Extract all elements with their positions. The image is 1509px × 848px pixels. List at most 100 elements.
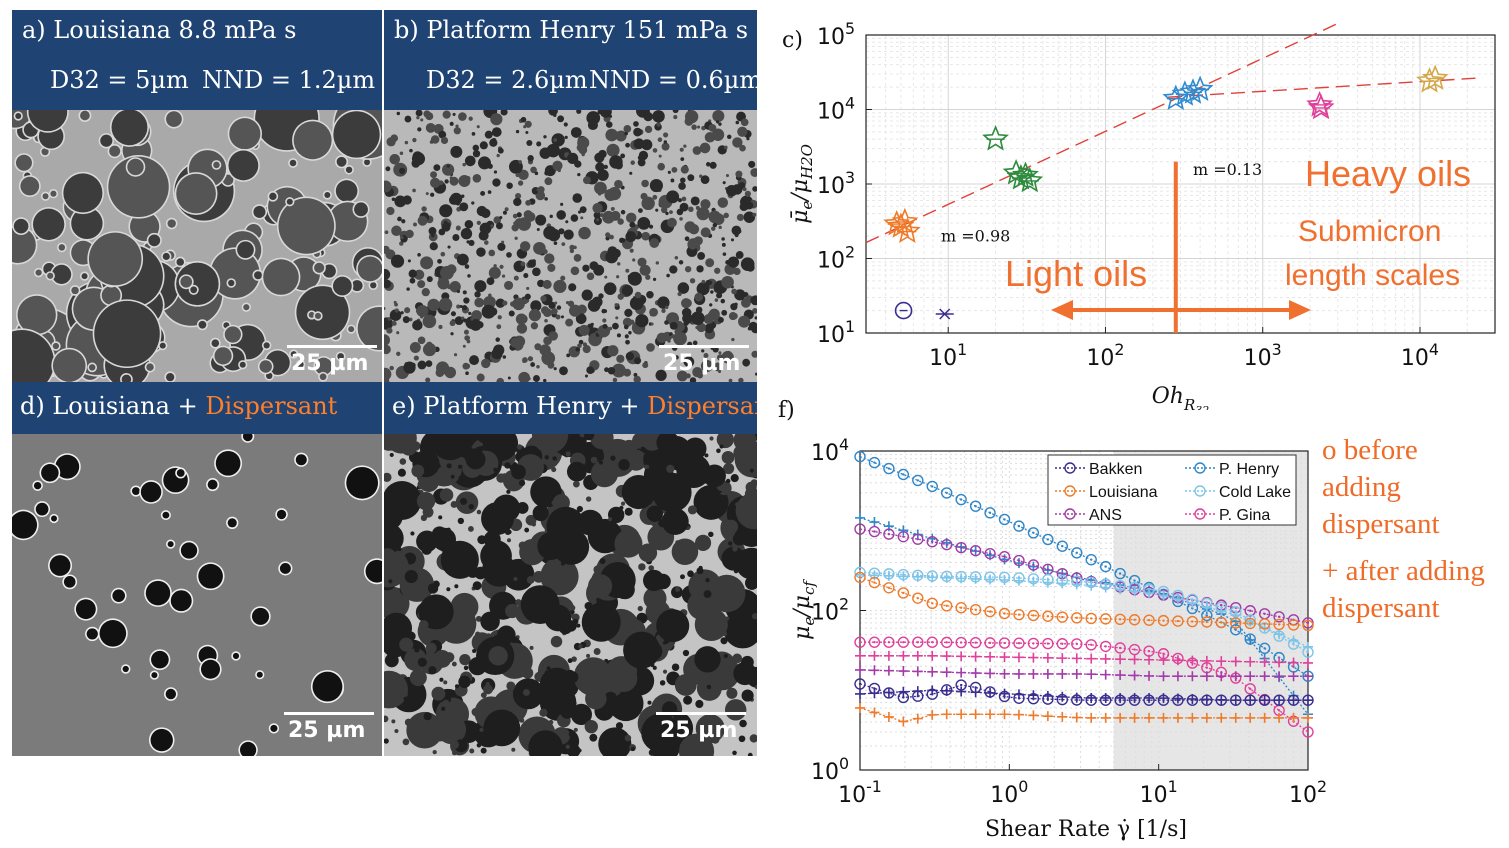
- droplet: [476, 742, 482, 748]
- droplet: [199, 658, 222, 681]
- series-louisiana-after: [855, 702, 1313, 727]
- droplet: [607, 366, 616, 375]
- svg-text:Louisiana: Louisiana: [1089, 484, 1158, 501]
- droplet: [313, 356, 334, 377]
- droplet: [415, 109, 423, 117]
- droplet: [536, 228, 540, 232]
- droplet: [739, 719, 747, 728]
- droplet: [508, 310, 515, 317]
- droplet: [481, 304, 496, 319]
- droplet: [735, 120, 740, 125]
- droplet: [465, 552, 473, 559]
- droplet: [511, 464, 526, 480]
- droplet: [512, 213, 518, 219]
- droplet: [48, 189, 59, 199]
- droplet: [614, 179, 623, 189]
- droplet: [680, 574, 685, 580]
- droplet: [569, 605, 576, 611]
- droplet: [288, 158, 298, 168]
- droplet: [523, 273, 529, 279]
- droplet: [704, 132, 716, 143]
- panel-d-dispersant: Dispersant: [205, 392, 338, 420]
- droplet: [520, 585, 560, 625]
- droplet: [410, 362, 416, 368]
- droplet: [476, 125, 480, 129]
- droplet: [267, 191, 279, 202]
- droplet: [515, 172, 520, 178]
- droplet: [525, 131, 529, 135]
- droplet: [739, 144, 746, 152]
- droplet: [647, 700, 652, 705]
- droplet: [746, 666, 757, 688]
- droplet: [513, 576, 518, 581]
- droplet: [639, 264, 651, 276]
- droplet: [742, 358, 751, 367]
- droplet: [310, 669, 344, 704]
- droplet: [684, 236, 690, 242]
- droplet: [633, 372, 638, 377]
- droplet: [536, 141, 542, 147]
- droplet: [493, 216, 501, 224]
- y-tick-label: 101: [817, 317, 855, 348]
- droplet: [488, 266, 501, 279]
- droplet: [708, 210, 722, 224]
- droplet: [100, 284, 123, 307]
- panel-a-nnd: NND = 1.2µm: [202, 66, 376, 94]
- droplet: [585, 496, 592, 502]
- droplet: [732, 532, 746, 546]
- droplet: [526, 576, 535, 584]
- droplet: [667, 217, 677, 228]
- droplet: [617, 509, 622, 515]
- droplet: [597, 169, 609, 181]
- droplet: [440, 265, 454, 280]
- droplet: [409, 148, 413, 153]
- droplet: [495, 337, 500, 342]
- droplet: [460, 316, 465, 320]
- droplet: [561, 242, 566, 247]
- droplet: [532, 267, 541, 277]
- droplet: [519, 717, 525, 723]
- droplet: [391, 154, 395, 158]
- droplet: [33, 267, 44, 278]
- droplet: [680, 177, 686, 183]
- droplet: [407, 259, 411, 263]
- droplet: [149, 649, 171, 671]
- droplet: [574, 160, 582, 168]
- y-tick-label: 102: [811, 595, 849, 626]
- droplet: [695, 326, 699, 330]
- droplet: [726, 185, 738, 197]
- droplet: [616, 275, 620, 279]
- droplet: [599, 558, 606, 565]
- droplet: [164, 371, 176, 382]
- svg-text:Bakken: Bakken: [1089, 461, 1142, 478]
- data-point: [1186, 75, 1214, 101]
- droplet: [452, 233, 460, 242]
- droplet: [620, 501, 626, 506]
- droplet: [641, 713, 681, 753]
- droplet: [615, 722, 624, 730]
- droplet: [450, 592, 479, 621]
- droplet: [50, 263, 73, 286]
- droplet: [463, 665, 469, 671]
- droplet: [534, 190, 538, 194]
- droplet: [414, 647, 420, 653]
- droplet: [655, 369, 667, 381]
- droplet: [442, 163, 455, 176]
- droplet: [468, 311, 472, 315]
- droplet: [427, 718, 452, 742]
- droplet: [499, 264, 504, 269]
- droplet: [463, 440, 472, 449]
- droplet: [536, 364, 540, 369]
- droplet: [558, 228, 565, 235]
- droplet: [642, 362, 649, 369]
- x-tick-label: 101: [929, 340, 967, 371]
- droplet: [586, 653, 591, 658]
- droplet: [417, 215, 428, 226]
- droplet: [238, 740, 258, 756]
- droplet: [467, 274, 471, 278]
- droplet: [583, 176, 591, 185]
- droplet: [721, 275, 734, 289]
- droplet: [384, 317, 394, 330]
- droplet: [495, 222, 503, 230]
- droplet: [607, 256, 613, 262]
